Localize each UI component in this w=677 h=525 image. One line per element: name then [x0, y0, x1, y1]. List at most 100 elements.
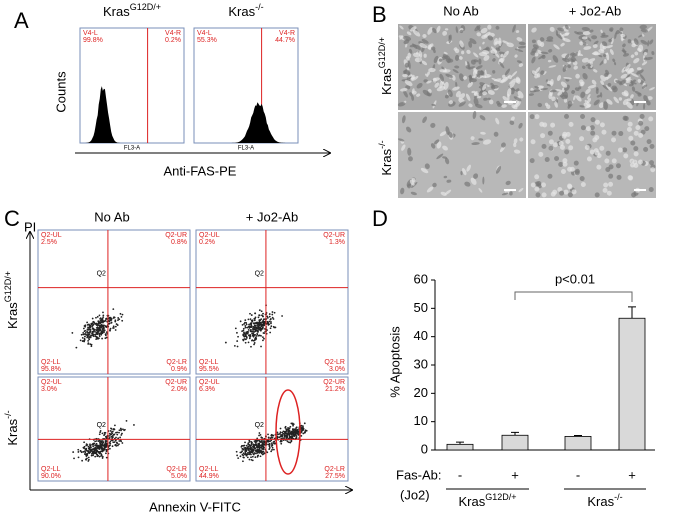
- event-dot: [267, 440, 270, 443]
- event-dot: [248, 447, 250, 450]
- plot-frame: [195, 376, 349, 482]
- event-dot: [94, 330, 96, 333]
- cell: [634, 51, 639, 56]
- event-dot: [294, 428, 296, 431]
- panel-label: A: [14, 8, 29, 33]
- cell: [549, 89, 558, 93]
- cell: [612, 58, 616, 63]
- gate-ellipse: [275, 389, 301, 475]
- event-dot: [102, 316, 105, 318]
- label-base: Kras: [587, 494, 614, 509]
- cell: [630, 94, 634, 99]
- cell: [427, 44, 432, 50]
- event-dot: [117, 437, 119, 440]
- event-dot: [91, 317, 94, 320]
- event-dot: [260, 440, 263, 443]
- cell: [411, 76, 419, 82]
- cell: [639, 24, 647, 30]
- event-dot: [87, 445, 90, 448]
- label-base: Kras: [5, 302, 20, 329]
- cell: [442, 30, 448, 36]
- cell: [560, 168, 566, 174]
- cell: [530, 182, 536, 188]
- event-dot: [284, 426, 287, 429]
- cell: [568, 145, 574, 151]
- cell: [502, 74, 506, 79]
- event-dot: [239, 320, 242, 323]
- event-dot: [237, 457, 240, 460]
- event-dot: [91, 443, 94, 446]
- cell: [436, 141, 442, 149]
- cell: [420, 167, 429, 174]
- gate-label: V4-L: [197, 30, 212, 37]
- event-dot: [85, 449, 88, 452]
- cell: [564, 24, 569, 30]
- event-dot: [256, 455, 259, 457]
- event-dot: [249, 336, 251, 338]
- cell: [495, 25, 500, 30]
- event-dot: [104, 318, 107, 320]
- event-dot: [99, 440, 102, 443]
- quadrant-label: Q2-LR: [324, 359, 345, 366]
- cell: [515, 76, 521, 84]
- event-dot: [294, 432, 297, 435]
- event-dot: [248, 337, 251, 340]
- cell: [551, 96, 556, 102]
- event-dot: [245, 323, 248, 326]
- cell: [602, 45, 607, 50]
- cell: [473, 52, 479, 58]
- event-dot: [113, 316, 116, 319]
- cell: [643, 51, 648, 56]
- cell: [627, 67, 634, 75]
- cell: [592, 44, 598, 49]
- cell: [555, 89, 564, 92]
- event-dot: [90, 446, 92, 449]
- event-dot: [250, 345, 252, 348]
- cell: [579, 136, 585, 142]
- event-dot: [119, 436, 122, 439]
- event-dot: [250, 322, 252, 324]
- cell: [649, 143, 655, 149]
- axis-label: FL3-A: [238, 146, 254, 152]
- event-dot: [110, 435, 113, 438]
- quadrant-value: 2.0%: [171, 386, 187, 393]
- quadrant-value: 44.9%: [199, 473, 219, 480]
- event-dot: [87, 323, 90, 326]
- cell: [550, 191, 556, 197]
- cell: [540, 133, 546, 139]
- cell: [502, 96, 509, 102]
- event-dot: [264, 327, 266, 330]
- cell: [458, 56, 463, 60]
- event-dot: [281, 315, 283, 317]
- x-tick-label: -: [458, 467, 462, 482]
- event-dot: [260, 345, 262, 348]
- event-dot: [102, 320, 105, 323]
- event-dot: [110, 431, 113, 434]
- cell: [509, 80, 516, 89]
- event-dot: [262, 446, 265, 448]
- event-dot: [133, 424, 135, 426]
- event-dot: [258, 321, 261, 324]
- cell: [487, 89, 495, 95]
- event-dot: [84, 324, 87, 327]
- cell: [422, 34, 427, 38]
- event-dot: [246, 332, 249, 335]
- cell: [648, 116, 654, 122]
- cell: [600, 92, 603, 98]
- cell: [628, 83, 634, 87]
- cell: [567, 58, 576, 63]
- cell: [647, 40, 650, 47]
- panel-label: C: [4, 206, 20, 231]
- event-dot: [244, 326, 247, 329]
- event-dot: [116, 442, 119, 445]
- cell: [559, 190, 565, 196]
- event-dot: [103, 331, 106, 333]
- event-dot: [73, 457, 75, 460]
- cell: [626, 101, 633, 109]
- event-dot: [270, 322, 272, 325]
- event-dot: [83, 339, 85, 342]
- cell: [472, 69, 478, 78]
- event-dot: [262, 339, 264, 342]
- cell: [592, 137, 598, 143]
- quadrant-value: 0.8%: [171, 239, 187, 246]
